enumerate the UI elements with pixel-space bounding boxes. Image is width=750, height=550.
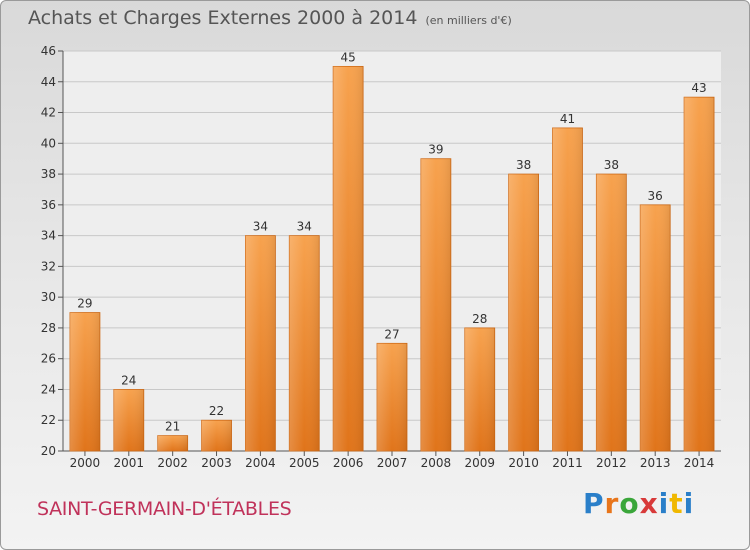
bar-shade (596, 174, 627, 452)
y-tick-label: 44 (41, 75, 56, 89)
x-tick-label: 2005 (289, 456, 320, 470)
y-tick-label: 38 (41, 167, 56, 181)
logo-letter: i (658, 487, 670, 520)
chart-unit: (en milliers d'€) (425, 14, 512, 27)
bar-value-label: 38 (516, 158, 531, 172)
x-tick-label: 2010 (508, 456, 539, 470)
bars (69, 65, 715, 452)
bar-value-label: 27 (384, 327, 399, 341)
logo-letter: P (583, 487, 605, 520)
bar-shade (201, 420, 232, 451)
x-tick-label: 2002 (157, 456, 188, 470)
bar-value-label: 39 (428, 143, 443, 157)
location-name: SAINT-GERMAIN-D'ÉTABLES (37, 498, 292, 520)
bar-value-label: 24 (121, 373, 136, 387)
bar-value-label: 43 (691, 81, 706, 95)
y-tick-label: 32 (41, 259, 56, 273)
bar-shade (640, 204, 671, 451)
y-tick-label: 42 (41, 106, 56, 120)
bar-value-label: 34 (253, 220, 268, 234)
x-tick-label: 2011 (552, 456, 583, 470)
logo-letter: t (669, 487, 684, 520)
bar-shade (377, 343, 407, 451)
y-tick-label: 26 (41, 352, 56, 366)
y-tick-label: 24 (41, 382, 56, 396)
chart-title: Achats et Charges Externes 2000 à 2014 (e… (28, 7, 512, 29)
logo-letter: i (683, 487, 695, 520)
bar-value-label: 41 (560, 112, 575, 126)
bar-value-label: 29 (77, 297, 92, 311)
chart-title-text: Achats et Charges Externes 2000 à 2014 (28, 7, 418, 29)
bar-shade (289, 235, 320, 451)
labels: 20 22 24 26 28 30 32 34 36 38 40 42 44 46 29 2000 24 2001… (41, 44, 715, 470)
bar-shade (333, 66, 364, 451)
y-tick-label: 20 (41, 444, 56, 458)
x-tick-label: 2008 (421, 456, 452, 470)
x-tick-label: 2007 (377, 456, 408, 470)
bar-value-label: 38 (604, 158, 619, 172)
bar-value-label: 45 (340, 50, 355, 64)
x-tick-label: 2001 (114, 456, 145, 470)
bar-shade (245, 235, 276, 451)
bar-shade (464, 327, 495, 451)
bar-shade (157, 435, 188, 451)
bar-value-label: 28 (472, 312, 487, 326)
bar-shade (69, 312, 100, 451)
y-tick-label: 30 (41, 290, 56, 304)
bar-value-label: 36 (648, 189, 663, 203)
x-tick-label: 2004 (245, 456, 276, 470)
bar-shade (508, 174, 539, 452)
bar-shade (113, 389, 144, 451)
logo-letter: o (619, 487, 640, 520)
x-tick-label: 2000 (70, 456, 101, 470)
bar-shade (420, 158, 451, 451)
logo-letter: x (639, 487, 659, 520)
y-tick-label: 22 (41, 413, 56, 427)
logo-letter: r (604, 487, 620, 520)
bar-value-label: 34 (297, 220, 312, 234)
x-tick-label: 2014 (684, 456, 715, 470)
y-tick-label: 40 (41, 136, 56, 150)
bar-value-label: 22 (209, 404, 224, 418)
x-tick-label: 2009 (464, 456, 495, 470)
bar-shade (684, 97, 715, 452)
y-tick-label: 36 (41, 198, 56, 212)
y-tick-label: 46 (41, 44, 56, 58)
proxiti-logo: Proxiti (583, 487, 694, 520)
y-tick-label: 34 (41, 229, 56, 243)
y-tick-label: 28 (41, 321, 56, 335)
x-tick-label: 2006 (333, 456, 364, 470)
x-tick-label: 2003 (201, 456, 232, 470)
bar-shade (552, 127, 583, 451)
x-tick-label: 2012 (596, 456, 627, 470)
x-tick-label: 2013 (640, 456, 671, 470)
bar-value-label: 21 (165, 420, 180, 434)
